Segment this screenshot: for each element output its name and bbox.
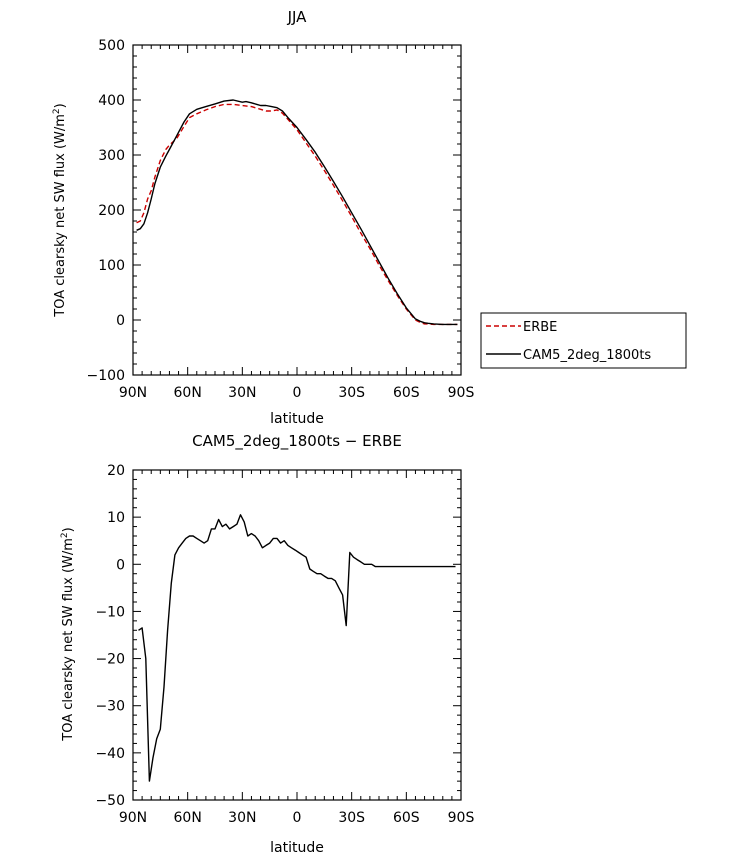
- top-chart-series: [136, 99, 458, 326]
- legend-cam5-label: CAM5_2deg_1800ts: [523, 348, 651, 363]
- top-y-label-main: TOA clearsky net SW flux (W/m: [53, 114, 68, 318]
- bottom-xtick-label-1: 60N: [174, 810, 202, 826]
- top-chart-y-axis-label: TOA clearsky net SW flux (W/m2): [52, 103, 68, 317]
- top-chart-x-axis-label: latitude: [270, 411, 324, 427]
- top-xtick-label-4: 30S: [338, 385, 365, 401]
- top-ytick-label-2: 100: [98, 258, 125, 274]
- bottom-ytick-label-2: −30: [95, 699, 125, 715]
- top-chart: JJA 90N 60N 30N 0 30S 60S 90S −100 0 100 200 300 40…: [52, 8, 474, 427]
- top-chart-title: JJA: [287, 8, 308, 26]
- top-series-cam5-2deg-1800ts: [136, 99, 458, 326]
- top-ytick-label-6: 500: [98, 38, 125, 54]
- bottom-xtick-label-3: 0: [293, 810, 302, 826]
- bottom-chart: CAM5_2deg_1800ts − ERBE 90N 60N 30N 0 30S 60S…: [60, 432, 474, 856]
- bottom-y-label-end: ): [61, 527, 76, 532]
- bottom-xtick-label-5: 60S: [393, 810, 420, 826]
- top-chart-frame: [132, 44, 462, 376]
- bottom-chart-title: CAM5_2deg_1800ts − ERBE: [192, 432, 402, 451]
- bottom-ytick-label-7: 20: [107, 463, 125, 479]
- bottom-ytick-label-5: 0: [116, 557, 125, 573]
- top-xtick-label-3: 0: [293, 385, 302, 401]
- bottom-xtick-label-6: 90S: [448, 810, 475, 826]
- top-ytick-label-5: 400: [98, 93, 125, 109]
- bottom-chart-y-axis: −50 −40 −30 −20 −10 0 10 20: [95, 463, 461, 809]
- top-xtick-label-6: 90S: [448, 385, 475, 401]
- bottom-y-label-main: TOA clearsky net SW flux (W/m: [61, 538, 76, 742]
- top-chart-y-axis: −100 0 100 200 300 400 500: [87, 38, 461, 384]
- bottom-ytick-label-1: −40: [95, 746, 125, 762]
- bottom-xtick-label-0: 90N: [119, 810, 147, 826]
- top-xtick-label-5: 60S: [393, 385, 420, 401]
- bottom-xtick-label-2: 30N: [228, 810, 256, 826]
- top-ytick-label-4: 300: [98, 148, 125, 164]
- top-ytick-label-0: −100: [87, 368, 125, 384]
- bottom-chart-y-axis-label: TOA clearsky net SW flux (W/m2): [60, 527, 76, 741]
- bottom-ytick-label-6: 10: [107, 510, 125, 526]
- bottom-chart-series: [138, 514, 456, 782]
- top-chart-x-axis: 90N 60N 30N 0 30S 60S 90S: [119, 45, 475, 401]
- top-y-label-sup: 2: [52, 108, 62, 114]
- top-ytick-label-3: 200: [98, 203, 125, 219]
- top-series-erbe: [136, 103, 458, 326]
- top-y-label-end: ): [53, 103, 68, 108]
- bottom-xtick-label-4: 30S: [338, 810, 365, 826]
- bottom-ytick-label-4: −10: [95, 604, 125, 620]
- bottom-chart-frame: [132, 469, 462, 801]
- top-xtick-label-0: 90N: [119, 385, 147, 401]
- bottom-chart-x-axis-label: latitude: [270, 840, 324, 856]
- bottom-ytick-label-3: −20: [95, 652, 125, 668]
- legend-erbe-label: ERBE: [523, 320, 557, 335]
- top-ytick-label-1: 0: [116, 313, 125, 329]
- top-xtick-label-1: 60N: [174, 385, 202, 401]
- bottom-chart-x-axis: 90N 60N 30N 0 30S 60S 90S: [119, 470, 475, 826]
- top-xtick-label-2: 30N: [228, 385, 256, 401]
- bottom-y-label-sup: 2: [60, 532, 70, 538]
- top-chart-legend: ERBE CAM5_2deg_1800ts: [480, 312, 687, 369]
- bottom-series-cam5-2deg-1800ts: [138, 514, 456, 782]
- bottom-ytick-label-0: −50: [95, 793, 125, 809]
- legend-box: [480, 312, 687, 369]
